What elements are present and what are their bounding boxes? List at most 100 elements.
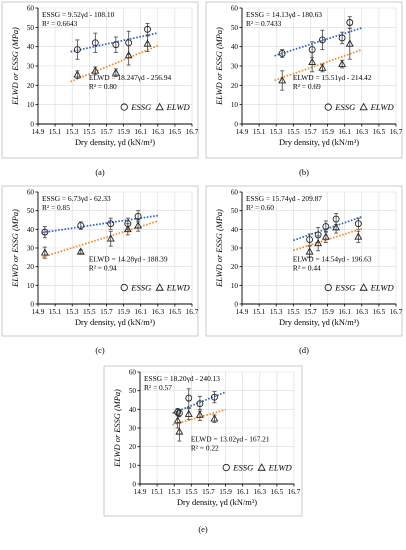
data-point-triangle xyxy=(184,409,193,417)
y-tick-label: 0 xyxy=(234,121,238,129)
data-point-circle xyxy=(91,39,99,47)
x-tick-label: 15.3 xyxy=(168,488,181,496)
x-tick-label: 15.7 xyxy=(202,488,215,496)
x-tick-label: 15.3 xyxy=(270,308,283,316)
y-tick-label: 40 xyxy=(231,226,239,234)
data-point-circle xyxy=(134,212,142,220)
x-axis-title: Dry density, γd (kN/m³) xyxy=(177,498,257,507)
y-tick-label: 60 xyxy=(27,5,35,13)
trendline xyxy=(42,220,159,258)
x-tick-label: 15.7 xyxy=(304,308,317,316)
legend-label: ELWD xyxy=(268,463,293,473)
data-point-triangle xyxy=(73,70,82,78)
x-tick-label: 16.1 xyxy=(338,128,351,136)
x-tick-label: 15.5 xyxy=(287,308,300,316)
x-tick-label: 15.9 xyxy=(321,308,334,316)
data-point-triangle xyxy=(308,57,317,65)
fit-r2: R² = 0.85 xyxy=(42,203,70,212)
x-tick-label: 15.9 xyxy=(117,308,130,316)
y-tick-label: 50 xyxy=(231,207,239,215)
y-tick-label: 0 xyxy=(234,301,238,309)
y-axis-title: ELWD or ESSG (MPa) xyxy=(215,209,224,288)
data-point-circle xyxy=(73,46,81,54)
y-tick-label: 50 xyxy=(231,24,239,32)
fit-equation: ESSG = 14.13γd - 180.63 xyxy=(246,10,322,19)
x-tick-label: 16.3 xyxy=(151,308,164,316)
data-point-triangle xyxy=(318,63,327,71)
x-tick-label: 15.3 xyxy=(66,128,79,136)
data-point-circle xyxy=(210,393,218,401)
data-point-triangle xyxy=(111,68,120,76)
chart-panel: 14.9 15.1 15.3 15.5 15.7 15.9 16.1 16.3 16.5 16.7… xyxy=(103,365,303,534)
x-tick-label: 15.1 xyxy=(49,308,62,316)
panel-frame xyxy=(103,365,303,517)
trendline xyxy=(42,214,158,234)
x-tick-label: 16.5 xyxy=(169,128,182,136)
trendline xyxy=(293,216,363,242)
x-tick-label: 16.3 xyxy=(253,488,266,496)
y-tick-label: 0 xyxy=(132,481,136,489)
y-tick-label: 20 xyxy=(231,82,239,90)
x-tick-label: 15.5 xyxy=(83,128,96,136)
y-tick-label: 50 xyxy=(27,24,35,32)
fit-r2: R² = 0.80 xyxy=(89,82,117,91)
data-point-triangle xyxy=(106,234,115,242)
y-axis-title: ELWD or ESSG (MPa) xyxy=(215,27,224,106)
y-tick-label: 50 xyxy=(27,207,35,215)
data-point-triangle xyxy=(40,248,49,256)
x-tick-label: 15.1 xyxy=(49,128,62,136)
data-point-triangle xyxy=(321,232,330,240)
legend-triangle-icon xyxy=(359,102,368,111)
chart-panel: 14.9 15.1 15.3 15.5 15.7 15.9 16.1 16.3 16.5 16.7… xyxy=(205,185,403,355)
data-point-triangle xyxy=(314,239,323,247)
x-tick-label: 16.7 xyxy=(186,308,199,316)
data-point-triangle xyxy=(134,221,143,229)
y-tick-label: 40 xyxy=(129,406,137,414)
x-tick-label: 15.3 xyxy=(66,308,79,316)
x-axis-title: Dry density, γd (kN/m³) xyxy=(75,138,155,147)
fit-r2: R² = 0.94 xyxy=(89,263,117,272)
data-point-triangle xyxy=(76,247,85,255)
legend-triangle-icon xyxy=(257,463,266,471)
data-point-circle xyxy=(322,223,330,230)
data-point-circle xyxy=(346,19,354,26)
y-tick-label: 0 xyxy=(30,301,34,309)
y-tick-label: 10 xyxy=(27,282,35,290)
y-tick-label: 10 xyxy=(231,101,239,109)
x-tick-label: 14.9 xyxy=(134,488,147,496)
y-tick-label: 10 xyxy=(129,462,137,470)
x-tick-label: 15.9 xyxy=(219,488,232,496)
panel-frame xyxy=(205,1,403,159)
x-tick-label: 16.3 xyxy=(355,128,368,136)
data-point-triangle xyxy=(195,410,204,418)
y-tick-label: 60 xyxy=(231,5,239,13)
panel-label: (c) xyxy=(95,346,105,355)
x-tick-label: 16.5 xyxy=(373,308,386,316)
legend-label: ESSG xyxy=(334,102,356,112)
data-point-circle xyxy=(112,41,120,49)
legend-triangle-icon xyxy=(155,283,164,291)
y-tick-label: 30 xyxy=(231,63,239,71)
trendline xyxy=(274,48,363,82)
y-axis-title: ELWD or ESSG (MPa) xyxy=(11,27,20,106)
data-point-circle xyxy=(196,400,204,408)
legend-triangle-icon xyxy=(359,283,368,291)
chart-panel: 14.9 15.1 15.3 15.5 15.7 15.9 16.1 16.3 16.5 16.7… xyxy=(1,1,199,177)
x-tick-label: 16.7 xyxy=(390,308,403,316)
legend-circle-icon xyxy=(120,283,128,292)
x-tick-label: 16.7 xyxy=(186,128,199,136)
panel-frame xyxy=(1,1,199,159)
data-point-circle xyxy=(354,220,362,228)
fit-r2: R² = 0.69 xyxy=(293,82,321,91)
x-tick-label: 15.5 xyxy=(83,308,96,316)
x-tick-label: 16.7 xyxy=(288,488,301,496)
x-tick-label: 15.7 xyxy=(304,128,317,136)
fit-equation: ESSG = 18.20γd - 240.13 xyxy=(144,374,220,383)
y-tick-label: 10 xyxy=(231,282,239,290)
legend-circle-icon xyxy=(324,283,332,292)
y-tick-label: 30 xyxy=(27,245,35,253)
fit-r2: R² = 0.57 xyxy=(144,383,172,392)
data-point-circle xyxy=(185,394,193,402)
legend-label: ELWD xyxy=(166,102,191,112)
